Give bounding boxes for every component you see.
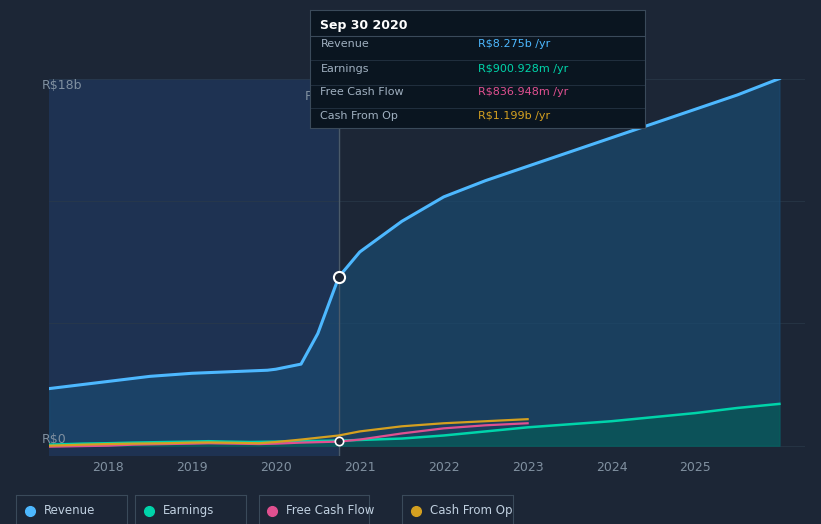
Bar [49,79,339,456]
Text: Earnings: Earnings [320,63,369,73]
Text: Past: Past [305,90,331,103]
Text: Cash From Op: Cash From Op [320,111,398,121]
Text: Free Cash Flow: Free Cash Flow [320,87,404,97]
Text: Revenue: Revenue [320,39,369,49]
Text: Earnings: Earnings [163,505,214,517]
Text: Cash From Op: Cash From Op [430,505,512,517]
Text: R$836.948m /yr: R$836.948m /yr [478,87,568,97]
Text: R$900.928m /yr: R$900.928m /yr [478,63,568,73]
Text: Sep 30 2020: Sep 30 2020 [320,19,408,32]
Text: R$1.199b /yr: R$1.199b /yr [478,111,550,121]
Text: Analysts Forecasts: Analysts Forecasts [346,90,463,103]
Bar [339,79,805,456]
Text: R$0: R$0 [42,433,67,446]
Text: R$8.275b /yr: R$8.275b /yr [478,39,550,49]
Text: Free Cash Flow: Free Cash Flow [287,505,374,517]
Text: Revenue: Revenue [44,505,95,517]
Text: R$18b: R$18b [42,79,82,92]
